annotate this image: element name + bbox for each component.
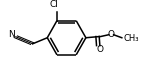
Text: CH₃: CH₃ <box>124 34 139 43</box>
Text: O: O <box>108 30 115 39</box>
Text: N: N <box>9 30 15 39</box>
Text: O: O <box>96 45 103 54</box>
Text: Cl: Cl <box>50 0 59 9</box>
